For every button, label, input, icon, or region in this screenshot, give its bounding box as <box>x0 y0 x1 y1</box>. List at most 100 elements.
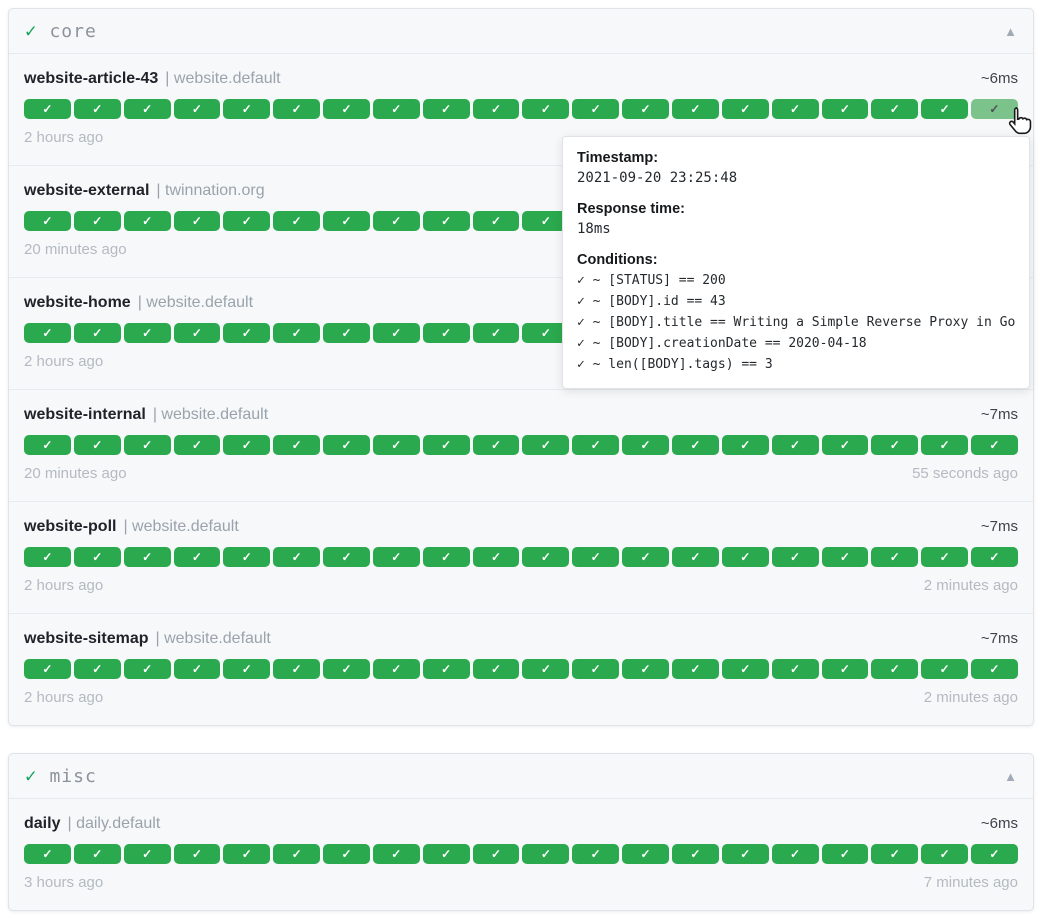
health-badge[interactable]: ✓ <box>123 323 171 343</box>
health-badge[interactable]: ✓ <box>771 435 819 455</box>
health-badge[interactable]: ✓ <box>173 323 221 343</box>
health-badge[interactable]: ✓ <box>24 211 71 231</box>
health-badge[interactable]: ✓ <box>372 547 420 567</box>
health-badge[interactable]: ✓ <box>671 547 719 567</box>
health-badge[interactable]: ✓ <box>372 211 420 231</box>
health-badge[interactable]: ✓ <box>522 659 570 679</box>
health-badge[interactable]: ✓ <box>522 547 570 567</box>
health-badge[interactable]: ✓ <box>422 844 470 864</box>
health-badge[interactable]: ✓ <box>24 323 71 343</box>
health-badge[interactable]: ✓ <box>472 435 520 455</box>
health-badge[interactable]: ✓ <box>73 99 121 119</box>
health-badge[interactable]: ✓ <box>821 547 869 567</box>
health-badge[interactable]: ✓ <box>921 844 969 864</box>
health-badge[interactable]: ✓ <box>173 659 221 679</box>
health-badge[interactable]: ✓ <box>24 547 71 567</box>
health-badge[interactable]: ✓ <box>422 211 470 231</box>
health-badge[interactable]: ✓ <box>572 99 620 119</box>
health-badge[interactable]: ✓ <box>971 547 1018 567</box>
health-badge[interactable]: ✓ <box>372 659 420 679</box>
health-badge[interactable]: ✓ <box>971 435 1018 455</box>
health-badge[interactable]: ✓ <box>323 435 370 455</box>
health-badge[interactable]: ✓ <box>771 844 819 864</box>
health-badge[interactable]: ✓ <box>422 659 470 679</box>
health-badge[interactable]: ✓ <box>73 211 121 231</box>
health-badge[interactable]: ✓ <box>821 659 869 679</box>
health-badge[interactable]: ✓ <box>971 99 1018 119</box>
group-header[interactable]: ✓ misc ▲ <box>9 754 1033 799</box>
health-badge[interactable]: ✓ <box>572 547 620 567</box>
health-badge[interactable]: ✓ <box>871 435 919 455</box>
health-badge[interactable]: ✓ <box>123 435 171 455</box>
health-badge[interactable]: ✓ <box>921 99 969 119</box>
health-badge[interactable]: ✓ <box>721 435 769 455</box>
health-badge[interactable]: ✓ <box>572 659 620 679</box>
health-badge[interactable]: ✓ <box>223 435 271 455</box>
health-badge[interactable]: ✓ <box>671 435 719 455</box>
health-badge[interactable]: ✓ <box>671 844 719 864</box>
health-badge[interactable]: ✓ <box>472 99 520 119</box>
health-badge[interactable]: ✓ <box>921 435 969 455</box>
health-badge[interactable]: ✓ <box>971 659 1018 679</box>
health-badge[interactable]: ✓ <box>223 844 271 864</box>
health-badge[interactable]: ✓ <box>671 659 719 679</box>
health-badge[interactable]: ✓ <box>721 547 769 567</box>
health-badge[interactable]: ✓ <box>73 547 121 567</box>
health-badge[interactable]: ✓ <box>123 547 171 567</box>
health-badge[interactable]: ✓ <box>771 547 819 567</box>
health-badge[interactable]: ✓ <box>323 547 370 567</box>
health-badge[interactable]: ✓ <box>273 435 321 455</box>
health-badge[interactable]: ✓ <box>921 659 969 679</box>
health-badge[interactable]: ✓ <box>771 659 819 679</box>
health-badge[interactable]: ✓ <box>622 844 669 864</box>
health-badge[interactable]: ✓ <box>273 211 321 231</box>
health-badge[interactable]: ✓ <box>372 844 420 864</box>
health-badge[interactable]: ✓ <box>173 435 221 455</box>
health-badge[interactable]: ✓ <box>522 323 570 343</box>
health-badge[interactable]: ✓ <box>173 211 221 231</box>
health-badge[interactable]: ✓ <box>73 844 121 864</box>
health-badge[interactable]: ✓ <box>73 659 121 679</box>
health-badge[interactable]: ✓ <box>273 547 321 567</box>
collapse-arrow-icon[interactable]: ▲ <box>1004 23 1017 39</box>
health-badge[interactable]: ✓ <box>24 844 71 864</box>
health-badge[interactable]: ✓ <box>821 435 869 455</box>
health-badge[interactable]: ✓ <box>871 99 919 119</box>
health-badge[interactable]: ✓ <box>572 435 620 455</box>
health-badge[interactable]: ✓ <box>622 659 669 679</box>
health-badge[interactable]: ✓ <box>173 844 221 864</box>
health-badge[interactable]: ✓ <box>721 99 769 119</box>
health-badge[interactable]: ✓ <box>771 99 819 119</box>
health-badge[interactable]: ✓ <box>173 547 221 567</box>
health-badge[interactable]: ✓ <box>372 99 420 119</box>
health-badge[interactable]: ✓ <box>472 547 520 567</box>
health-badge[interactable]: ✓ <box>871 659 919 679</box>
health-badge[interactable]: ✓ <box>24 435 71 455</box>
health-badge[interactable]: ✓ <box>323 323 370 343</box>
health-badge[interactable]: ✓ <box>223 547 271 567</box>
health-badge[interactable]: ✓ <box>323 659 370 679</box>
health-badge[interactable]: ✓ <box>223 99 271 119</box>
health-badge[interactable]: ✓ <box>522 99 570 119</box>
health-badge[interactable]: ✓ <box>921 547 969 567</box>
health-badge[interactable]: ✓ <box>123 659 171 679</box>
health-badge[interactable]: ✓ <box>871 547 919 567</box>
health-badge[interactable]: ✓ <box>173 99 221 119</box>
health-badge[interactable]: ✓ <box>572 844 620 864</box>
collapse-arrow-icon[interactable]: ▲ <box>1004 768 1017 784</box>
health-badge[interactable]: ✓ <box>671 99 719 119</box>
health-badge[interactable]: ✓ <box>472 659 520 679</box>
health-badge[interactable]: ✓ <box>522 844 570 864</box>
health-badge[interactable]: ✓ <box>721 659 769 679</box>
health-badge[interactable]: ✓ <box>871 844 919 864</box>
health-badge[interactable]: ✓ <box>472 323 520 343</box>
health-badge[interactable]: ✓ <box>273 323 321 343</box>
health-badge[interactable]: ✓ <box>422 435 470 455</box>
health-badge[interactable]: ✓ <box>622 435 669 455</box>
health-badge[interactable]: ✓ <box>123 844 171 864</box>
health-badge[interactable]: ✓ <box>323 844 370 864</box>
health-badge[interactable]: ✓ <box>123 211 171 231</box>
health-badge[interactable]: ✓ <box>223 659 271 679</box>
health-badge[interactable]: ✓ <box>372 435 420 455</box>
health-badge[interactable]: ✓ <box>622 547 669 567</box>
